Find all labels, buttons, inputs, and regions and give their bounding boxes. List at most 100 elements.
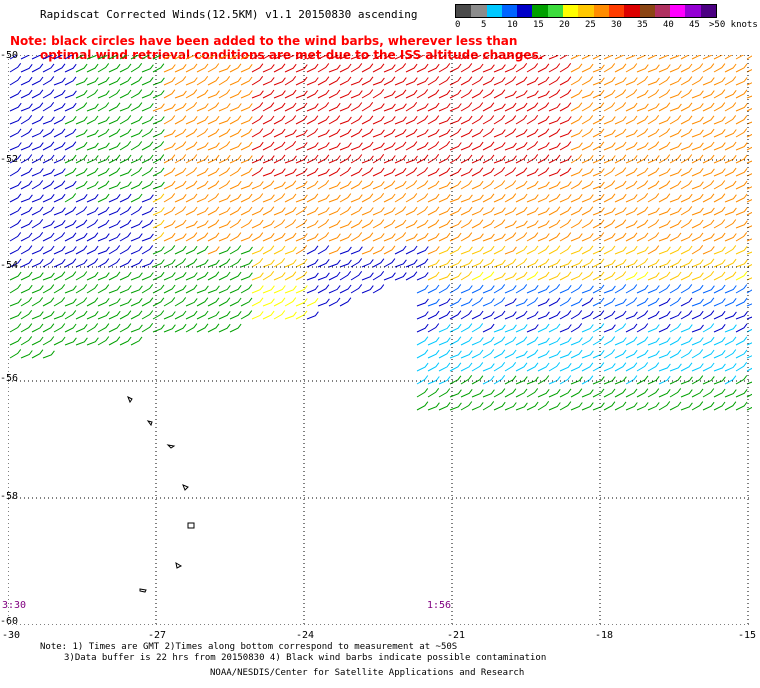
wind-barb — [449, 323, 462, 333]
wind-barb — [372, 271, 385, 281]
wind-barb — [207, 271, 220, 281]
wind-barb — [636, 103, 649, 112]
wind-barb — [548, 232, 561, 242]
wind-barb — [9, 323, 22, 333]
wind-barb — [438, 246, 451, 255]
wind-barb — [185, 167, 198, 177]
wind-barb — [97, 233, 110, 242]
wind-barb — [746, 367, 752, 372]
wind-barb — [317, 245, 330, 255]
wind-barb — [339, 233, 352, 242]
wind-barb — [647, 232, 660, 242]
wind-barb — [130, 193, 143, 203]
wind-barb — [174, 64, 187, 73]
wind-barb — [669, 103, 682, 112]
wind-barb — [9, 142, 22, 151]
wind-barb — [746, 199, 752, 203]
wind-barb — [207, 115, 220, 125]
wind-barb — [251, 193, 264, 203]
wind-barb — [669, 194, 682, 203]
island-outline — [166, 444, 176, 449]
wind-barb — [735, 284, 748, 294]
wind-barb — [713, 89, 726, 99]
wind-barb — [75, 219, 88, 229]
wind-barb — [53, 311, 66, 320]
wind-barb — [53, 103, 66, 112]
wind-barb — [735, 63, 748, 73]
wind-barb — [537, 245, 550, 255]
wind-barb — [196, 207, 209, 216]
wind-barb — [537, 181, 550, 190]
wind-barb — [185, 180, 198, 190]
wind-barb — [691, 349, 704, 359]
wind-barb — [130, 63, 143, 73]
wind-barb — [658, 350, 671, 359]
wind-barb — [262, 310, 275, 320]
wind-barb — [284, 168, 297, 177]
wind-barb — [75, 116, 88, 125]
wind-barb — [471, 128, 484, 138]
wind-barb — [658, 284, 671, 294]
wind-barb — [570, 376, 583, 385]
wind-barb — [482, 89, 495, 99]
wind-barb — [75, 63, 88, 73]
wind-barb — [702, 141, 715, 151]
wind-barb — [97, 63, 110, 73]
wind-barb — [339, 297, 352, 307]
wind-barb — [702, 154, 715, 164]
wind-barb — [97, 258, 110, 268]
lat-lon-grid — [8, 55, 752, 625]
wind-barb — [394, 155, 407, 164]
wind-barb — [471, 323, 484, 333]
wind-barb — [559, 76, 572, 86]
wind-barb — [185, 232, 198, 242]
wind-barb — [42, 55, 53, 60]
wind-barb — [735, 297, 748, 307]
legend-swatch — [563, 5, 579, 17]
wind-barb — [317, 102, 330, 112]
wind-barb — [207, 90, 220, 99]
wind-barb — [328, 220, 341, 229]
legend-tick-label: 40 — [663, 20, 674, 30]
wind-barb — [119, 245, 132, 255]
wind-barb — [97, 128, 110, 138]
wind-barb — [53, 115, 66, 125]
wind-barb — [152, 154, 165, 164]
wind-barb — [515, 271, 528, 281]
wind-barb — [427, 310, 440, 320]
wind-barb — [526, 388, 539, 398]
wind-barb — [603, 219, 616, 229]
wind-barb — [669, 323, 682, 333]
wind-barb — [119, 89, 132, 99]
wind-barb — [680, 55, 690, 60]
wind-barb — [42, 220, 55, 229]
legend-tick-labels: 0 5 10 15 20 25 30 35 40 45 >50 knots — [455, 18, 758, 32]
wind-barb — [449, 207, 462, 216]
wind-barb — [735, 311, 748, 320]
wind-barb — [636, 310, 649, 320]
wind-barb — [218, 154, 231, 164]
wind-barb — [119, 55, 129, 60]
wind-barb — [9, 63, 22, 73]
wind-barb — [64, 55, 73, 60]
wind-barb — [735, 103, 748, 112]
wind-barb — [504, 102, 517, 112]
wind-barb — [460, 76, 473, 86]
lat-label-58: -58 — [0, 491, 19, 502]
wind-barb — [438, 310, 451, 320]
wind-barb — [614, 55, 625, 60]
wind-barb — [636, 284, 649, 294]
island-outline — [175, 561, 183, 569]
wind-barb — [75, 141, 88, 151]
wind-barb — [108, 220, 121, 229]
wind-barb — [130, 116, 143, 125]
wind-barb — [108, 102, 121, 112]
wind-barb — [570, 219, 583, 229]
wind-barb — [306, 77, 319, 86]
wind-barb — [471, 284, 484, 294]
wind-barb — [163, 77, 176, 86]
wind-barb — [746, 355, 752, 359]
wind-barb — [86, 155, 99, 164]
wind-barb — [658, 259, 671, 268]
wind-barb — [42, 76, 55, 86]
